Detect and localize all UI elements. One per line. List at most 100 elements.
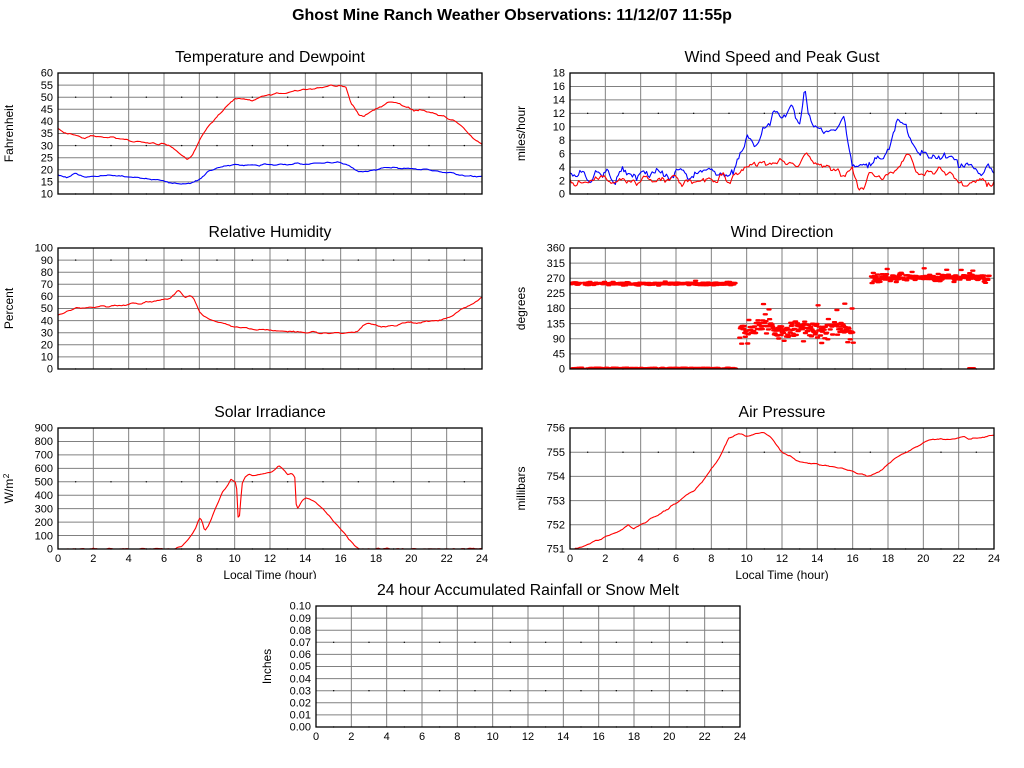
svg-text:24: 24: [988, 553, 1000, 565]
svg-text:0.09: 0.09: [290, 613, 311, 625]
svg-text:6: 6: [419, 731, 425, 743]
svg-text:8: 8: [559, 135, 565, 147]
svg-text:15: 15: [41, 177, 53, 189]
svg-text:40: 40: [41, 315, 53, 327]
svg-text:24: 24: [734, 731, 746, 743]
svg-text:20: 20: [917, 553, 929, 565]
svg-text:700: 700: [35, 450, 53, 462]
svg-text:0.08: 0.08: [290, 625, 311, 637]
svg-text:24 hour Accumulated Rainfall o: 24 hour Accumulated Rainfall or Snow Mel…: [377, 582, 680, 599]
svg-text:10: 10: [553, 122, 565, 134]
svg-text:0: 0: [55, 553, 61, 565]
svg-text:0.00: 0.00: [290, 722, 311, 734]
svg-text:Air Pressure: Air Pressure: [739, 404, 826, 421]
svg-text:90: 90: [41, 255, 53, 267]
svg-text:751: 751: [547, 544, 565, 556]
svg-text:100: 100: [35, 243, 53, 255]
svg-text:30: 30: [41, 327, 53, 339]
svg-text:Inches: Inches: [260, 649, 274, 684]
svg-text:22: 22: [441, 553, 453, 565]
svg-text:270: 270: [547, 273, 565, 285]
svg-text:8: 8: [708, 553, 714, 565]
svg-text:30: 30: [41, 140, 53, 152]
svg-text:8: 8: [196, 553, 202, 565]
svg-text:Percent: Percent: [2, 287, 16, 329]
svg-text:10: 10: [41, 189, 53, 201]
svg-text:0: 0: [559, 364, 565, 376]
svg-text:180: 180: [547, 303, 565, 315]
svg-text:18: 18: [370, 553, 382, 565]
svg-text:millibars: millibars: [514, 466, 528, 510]
svg-text:315: 315: [547, 258, 565, 270]
svg-text:14: 14: [557, 731, 569, 743]
svg-text:500: 500: [35, 477, 53, 489]
svg-text:16: 16: [553, 81, 565, 93]
svg-text:Solar Irradiance: Solar Irradiance: [214, 404, 326, 421]
svg-text:300: 300: [35, 503, 53, 515]
svg-text:0.07: 0.07: [290, 637, 311, 649]
svg-text:16: 16: [847, 553, 859, 565]
svg-text:60: 60: [41, 291, 53, 303]
svg-text:4: 4: [384, 731, 390, 743]
svg-text:10: 10: [487, 731, 499, 743]
svg-text:45: 45: [41, 104, 53, 116]
svg-text:900: 900: [35, 423, 53, 435]
svg-text:2: 2: [559, 175, 565, 187]
svg-text:800: 800: [35, 436, 53, 448]
svg-text:12: 12: [522, 731, 534, 743]
svg-text:25: 25: [41, 152, 53, 164]
svg-text:miles/hour: miles/hour: [514, 106, 528, 161]
svg-text:55: 55: [41, 80, 53, 92]
svg-text:20: 20: [405, 553, 417, 565]
svg-text:60: 60: [41, 68, 53, 80]
svg-text:50: 50: [41, 303, 53, 315]
svg-text:200: 200: [35, 517, 53, 529]
svg-text:24: 24: [476, 553, 488, 565]
svg-text:Fahrenheit: Fahrenheit: [2, 104, 16, 162]
svg-text:100: 100: [35, 530, 53, 542]
svg-text:754: 754: [547, 471, 565, 483]
svg-text:14: 14: [299, 553, 311, 565]
svg-text:0.04: 0.04: [290, 673, 311, 685]
svg-text:10: 10: [741, 553, 753, 565]
svg-text:70: 70: [41, 279, 53, 291]
svg-text:0.06: 0.06: [290, 649, 311, 661]
svg-text:6: 6: [559, 148, 565, 160]
svg-text:0.10: 0.10: [290, 601, 311, 613]
svg-text:755: 755: [547, 447, 565, 459]
svg-text:40: 40: [41, 116, 53, 128]
svg-text:4: 4: [126, 553, 132, 565]
svg-text:Wind Direction: Wind Direction: [731, 224, 834, 241]
svg-text:18: 18: [628, 731, 640, 743]
svg-text:0: 0: [47, 364, 53, 376]
svg-text:90: 90: [553, 334, 565, 346]
svg-text:22: 22: [699, 731, 711, 743]
svg-text:0: 0: [47, 544, 53, 556]
svg-text:12: 12: [553, 108, 565, 120]
svg-text:6: 6: [673, 553, 679, 565]
svg-text:16: 16: [593, 731, 605, 743]
svg-text:14: 14: [811, 553, 823, 565]
svg-text:20: 20: [41, 340, 53, 352]
svg-text:2: 2: [348, 731, 354, 743]
svg-text:0.02: 0.02: [290, 698, 311, 710]
svg-text:14: 14: [553, 95, 565, 107]
svg-text:6: 6: [161, 553, 167, 565]
svg-text:8: 8: [454, 731, 460, 743]
svg-text:756: 756: [547, 423, 565, 435]
svg-text:2: 2: [90, 553, 96, 565]
svg-text:degrees: degrees: [514, 287, 528, 330]
svg-text:80: 80: [41, 267, 53, 279]
svg-text:135: 135: [547, 318, 565, 330]
svg-text:0: 0: [567, 553, 573, 565]
svg-text:35: 35: [41, 128, 53, 140]
svg-text:0.05: 0.05: [290, 661, 311, 673]
svg-text:10: 10: [41, 352, 53, 364]
svg-text:225: 225: [547, 288, 565, 300]
svg-text:12: 12: [264, 553, 276, 565]
svg-text:Temperature and Dewpoint: Temperature and Dewpoint: [175, 49, 365, 66]
svg-text:Relative Humidity: Relative Humidity: [209, 224, 332, 241]
svg-text:10: 10: [229, 553, 241, 565]
svg-text:0.03: 0.03: [290, 685, 311, 697]
svg-text:0: 0: [313, 731, 319, 743]
